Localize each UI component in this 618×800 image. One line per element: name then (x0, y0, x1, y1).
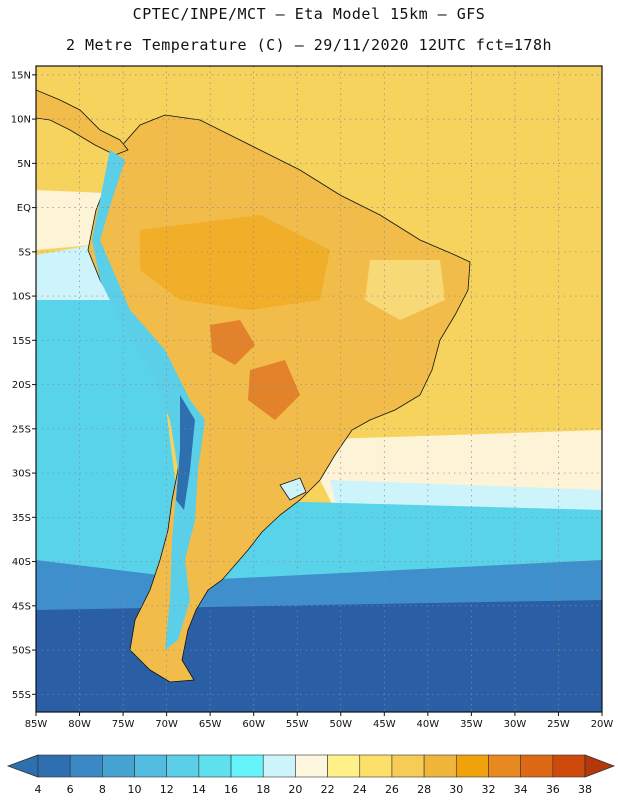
colorbar-label: 22 (321, 783, 335, 796)
lat-tick-label: 25S (12, 424, 31, 435)
colorbar-label: 12 (160, 783, 174, 796)
colorbar-label: 28 (417, 783, 431, 796)
colorbar-label: 36 (546, 783, 560, 796)
colorbar-swatch (134, 754, 168, 778)
colorbar-swatch (327, 754, 361, 778)
lat-tick-label: 15S (12, 336, 31, 347)
colorbar-high-arrow (584, 754, 616, 778)
title-variable: 2 Metre Temperature (C) – 29/11/2020 12U… (65, 36, 553, 54)
ocean-band-cream (36, 190, 602, 520)
colorbar-swatch (391, 754, 425, 778)
lat-tick-label: 30S (12, 469, 31, 480)
colorbar-label: 16 (224, 783, 238, 796)
colorbar-label: 34 (514, 783, 528, 796)
colorbar-swatch (37, 754, 71, 778)
lon-tick-label: 60W (242, 719, 265, 730)
colorbar-label: 4 (35, 783, 42, 796)
colorbar-label: 8 (99, 783, 106, 796)
lat-tick-label: 15N (11, 70, 31, 81)
colorbar-label: 32 (481, 783, 495, 796)
central-america-land (36, 89, 129, 156)
colorbar: 4 6 8 10 12 14 16 18 20 22 24 26 28 30 32 34 36 38 (6, 754, 616, 796)
lon-tick-label: 50W (329, 719, 352, 730)
colorbar-label: 10 (128, 783, 142, 796)
lat-tick-label: 10S (12, 292, 31, 303)
lon-tick-label: 75W (112, 719, 135, 730)
colorbar-label: 20 (288, 783, 302, 796)
colorbar-label: 26 (385, 783, 399, 796)
colorbar-label: 14 (192, 783, 206, 796)
ocean-band-pale (36, 240, 602, 520)
map-area (36, 66, 602, 712)
colorbar-swatch (295, 754, 328, 778)
cool-zone-northeast (365, 260, 445, 320)
hot-zone-central (210, 320, 300, 420)
lat-tick-label: 5S (18, 247, 31, 258)
colorbar-swatch (423, 754, 457, 778)
lat-tick-label: 5N (17, 159, 31, 170)
lat-tick-label: EQ (17, 203, 31, 214)
lat-lon-grid (36, 66, 602, 712)
colorbar-swatch (198, 754, 232, 778)
colorbar-swatch (488, 754, 521, 778)
axis-ticks: 15N 10N 5N EQ 5S 10S 15S 20S 25S 30S 35S 40S 45S 50S 5… (11, 70, 614, 730)
lon-tick-label: 80W (68, 719, 91, 730)
lon-tick-label: 35W (460, 719, 483, 730)
andes-cold-strip (92, 150, 205, 650)
lat-tick-label: 10N (11, 115, 31, 126)
colorbar-swatch (455, 754, 489, 778)
lagoon (279, 477, 307, 501)
lat-tick-label: 50S (12, 646, 31, 657)
lon-tick-label: 45W (373, 719, 396, 730)
colorbar-swatch (552, 754, 586, 778)
andes-deep-cold (176, 395, 195, 510)
warm-zone-amazon (140, 215, 330, 310)
lon-tick-label: 65W (199, 719, 222, 730)
lon-tick-label: 55W (286, 719, 309, 730)
lat-tick-label: 20S (12, 380, 31, 391)
lon-tick-label: 40W (417, 719, 440, 730)
colorbar-swatch (102, 754, 135, 778)
colorbar-low-arrow (6, 754, 39, 778)
lon-tick-label: 25W (547, 719, 570, 730)
lon-tick-label: 20W (591, 719, 614, 730)
colorbar-label: 38 (578, 783, 592, 796)
ocean-band-deep (36, 600, 602, 712)
lat-tick-label: 40S (12, 557, 31, 568)
title-model: CPTEC/INPE/MCT – Eta Model 15km – GFS (132, 5, 486, 23)
colorbar-label: 6 (67, 783, 74, 796)
map-frame (35, 65, 603, 713)
colorbar-swatch (69, 754, 103, 778)
lat-tick-label: 55S (12, 690, 31, 701)
colorbar-label: 24 (353, 783, 367, 796)
colorbar-label: 18 (256, 783, 270, 796)
colorbar-label: 30 (449, 783, 463, 796)
lon-tick-label: 70W (155, 719, 178, 730)
lat-tick-label: 35S (12, 513, 31, 524)
lon-tick-label: 85W (25, 719, 48, 730)
colorbar-swatch (166, 754, 200, 778)
lon-tick-label: 30W (504, 719, 527, 730)
colorbar-swatch (230, 754, 264, 778)
lat-tick-label: 45S (12, 601, 31, 612)
colorbar-swatch (520, 754, 554, 778)
colorbar-swatch (359, 754, 393, 778)
colorbar-swatch (262, 754, 296, 778)
